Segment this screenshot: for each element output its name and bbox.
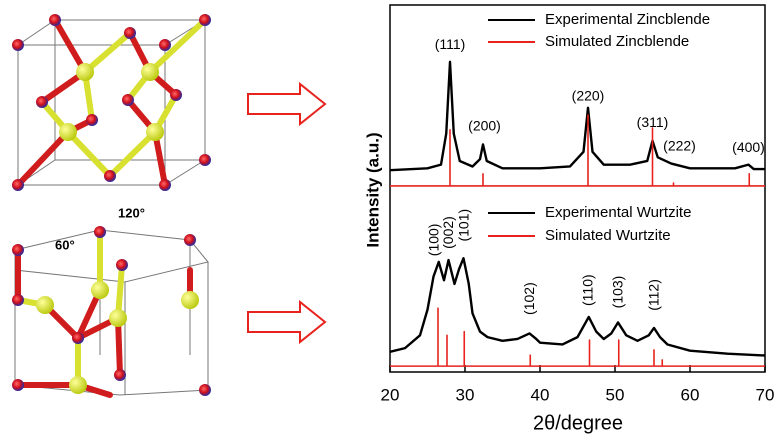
x-tick-label: 70: [756, 385, 775, 404]
x-axis-label: 2θ/degree: [533, 412, 623, 434]
peak-label: (112): [645, 279, 661, 311]
x-tick-label: 30: [456, 385, 475, 404]
series-line: [389, 257, 766, 357]
arrows: [247, 81, 327, 345]
peak-label: (200): [468, 118, 501, 134]
plot: 2θ/degree Intensity (a.u.) 20 30 40 50 60 70 E…: [363, 4, 775, 434]
legend-label: Simulated Wurtzite: [545, 227, 671, 244]
series-line: [389, 60, 765, 172]
peak-label: (101): [456, 209, 472, 242]
series-line: [390, 114, 765, 187]
x-tick-label: 50: [606, 385, 625, 404]
x-tick-label: 60: [681, 385, 700, 404]
x-tick-label: 20: [381, 385, 400, 404]
angle-label: 120°: [118, 205, 145, 220]
peak-label: (220): [572, 87, 605, 103]
series-line: [390, 307, 765, 367]
legend-label: Experimental Zincblende: [545, 11, 710, 28]
peak-label: (103): [609, 276, 625, 309]
peak-label: (002): [440, 216, 456, 249]
legend-label: Simulated Zincblende: [545, 33, 689, 50]
x-tick-label: 40: [531, 385, 550, 404]
peak-label: (400): [732, 139, 765, 155]
peak-label: (110): [579, 274, 595, 306]
angle-label: 60°: [55, 237, 75, 252]
plot-frame: [389, 4, 766, 373]
peak-label: (311): [637, 114, 669, 130]
peak-label: (111): [435, 36, 466, 52]
wurtzite-structure: 120° 60°: [12, 205, 211, 398]
peak-label: (222): [663, 138, 696, 154]
y-axis-label: Intensity (a.u.): [363, 132, 382, 247]
legend-label: Experimental Wurtzite: [545, 204, 691, 221]
peak-label: (100): [426, 224, 442, 257]
peak-label: (102): [521, 282, 537, 315]
zincblende-structure: [12, 14, 211, 191]
